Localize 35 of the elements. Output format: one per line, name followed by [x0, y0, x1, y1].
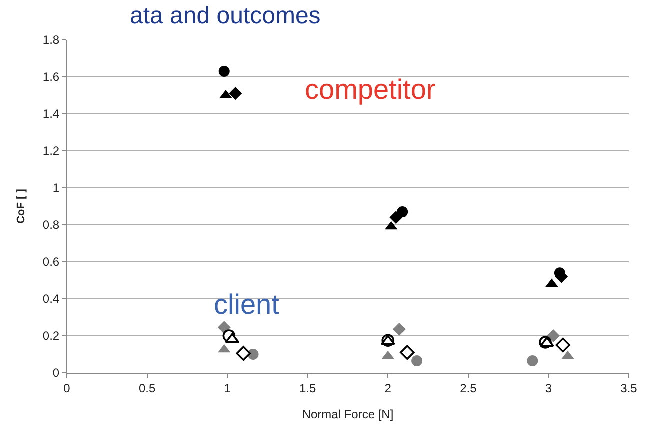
y-axis-title: CoF [ ] — [16, 188, 28, 224]
x-tick-label: 3.5 — [620, 381, 638, 396]
y-tick-label: 0.8 — [42, 218, 60, 232]
point — [229, 87, 242, 100]
point — [236, 346, 252, 361]
y-tick-label: 1.8 — [42, 33, 60, 48]
y-tick-label: 1.4 — [42, 107, 60, 122]
point — [547, 330, 560, 342]
point — [218, 66, 230, 77]
x-tick-label: 3 — [545, 381, 552, 396]
point — [390, 211, 403, 224]
annotation: competitor — [305, 74, 436, 105]
x-tick-label: 0.5 — [138, 381, 156, 396]
y-tick-label: 0.2 — [42, 329, 60, 344]
y-tick-label: 1.2 — [42, 144, 60, 158]
point — [540, 337, 554, 348]
annotation: client — [214, 289, 280, 320]
point — [527, 355, 538, 366]
point — [556, 338, 571, 353]
x-axis-title: Normal Force [N] — [302, 407, 394, 422]
point — [412, 355, 423, 366]
x-tick-label: 1 — [224, 381, 232, 396]
y-tick-label: 0.4 — [42, 292, 60, 306]
x-tick-label: 2 — [384, 381, 392, 396]
chart-title: ata and outcomes — [130, 2, 321, 30]
point — [400, 345, 415, 360]
x-tick-label: 2.5 — [460, 381, 478, 396]
y-tick-label: 1.6 — [42, 70, 60, 84]
y-tick-label: 0.6 — [42, 255, 60, 270]
x-tick-label: 0 — [64, 381, 71, 396]
x-tick-label: 1.5 — [300, 381, 317, 396]
y-tick-label: 1 — [52, 181, 60, 196]
y-tick-label: 0 — [52, 366, 60, 380]
point — [225, 333, 240, 344]
point — [392, 323, 406, 336]
